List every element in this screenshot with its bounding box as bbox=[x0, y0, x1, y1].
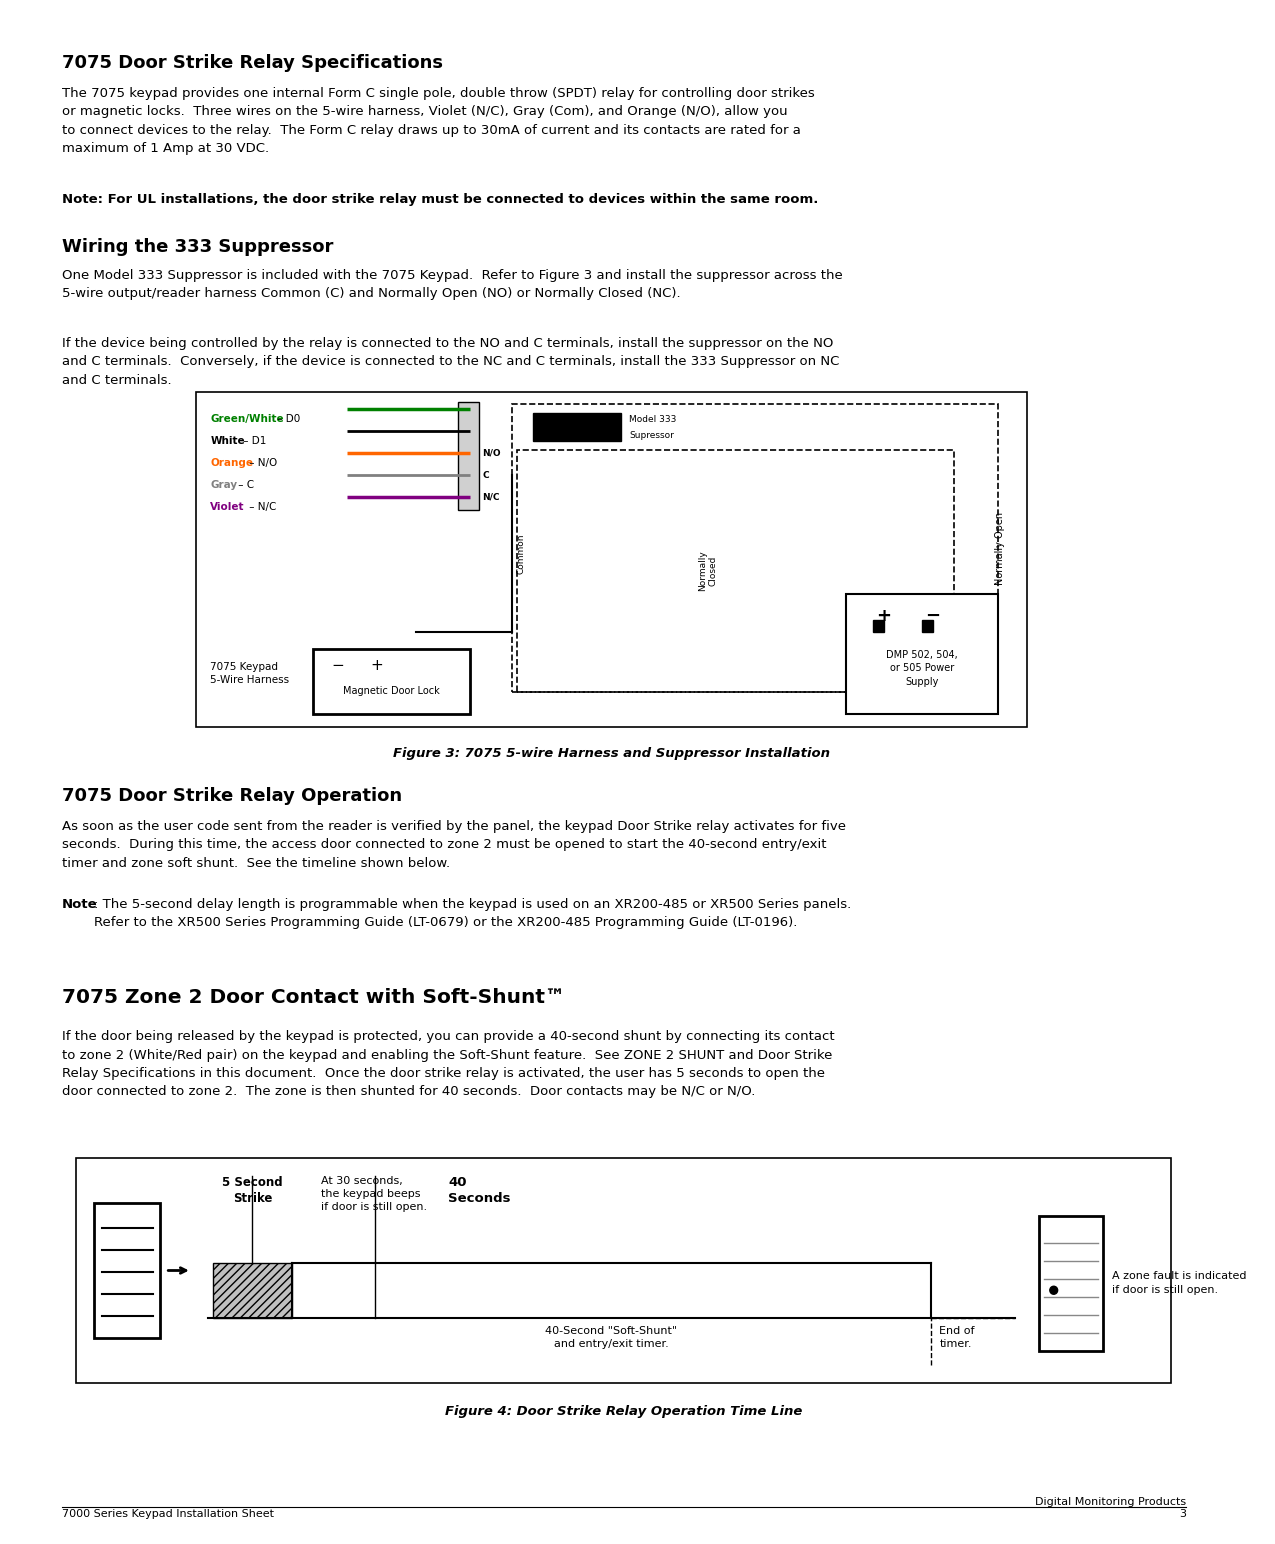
Bar bbox=[847, 594, 998, 713]
Text: Note: For UL installations, the door strike relay must be connected to devices w: Note: For UL installations, the door str… bbox=[61, 193, 819, 205]
Text: N/C: N/C bbox=[482, 493, 500, 502]
Text: Gray: Gray bbox=[210, 480, 237, 489]
Text: −: − bbox=[332, 658, 344, 673]
Text: Violet: Violet bbox=[210, 502, 245, 513]
Bar bbox=[213, 1263, 292, 1319]
Text: Digital Monitoring Products
3: Digital Monitoring Products 3 bbox=[1035, 1496, 1186, 1519]
Text: DMP 502, 504,
or 505 Power
Supply: DMP 502, 504, or 505 Power Supply bbox=[886, 650, 958, 687]
Text: 40
Seconds: 40 Seconds bbox=[448, 1177, 510, 1204]
Text: If the device being controlled by the relay is connected to the NO and C termina: If the device being controlled by the re… bbox=[61, 337, 839, 388]
Text: Common: Common bbox=[516, 533, 525, 574]
Bar bbox=[195, 392, 1028, 727]
Text: Green/White: Green/White bbox=[210, 414, 284, 425]
Text: As soon as the user code sent from the reader is verified by the panel, the keyp: As soon as the user code sent from the r… bbox=[61, 820, 845, 869]
Text: Magnetic Door Lock: Magnetic Door Lock bbox=[343, 686, 440, 696]
Text: 7000 Series Keypad Installation Sheet: 7000 Series Keypad Installation Sheet bbox=[61, 1508, 274, 1519]
Bar bbox=[922, 621, 933, 633]
Text: Figure 4: Door Strike Relay Operation Time Line: Figure 4: Door Strike Relay Operation Ti… bbox=[445, 1405, 802, 1417]
Text: One Model 333 Suppressor is included with the 7075 Keypad.  Refer to Figure 3 an: One Model 333 Suppressor is included wit… bbox=[61, 269, 843, 301]
Bar bbox=[458, 401, 479, 510]
Text: – N/C: – N/C bbox=[246, 502, 277, 513]
Text: A zone fault is indicated
if door is still open.: A zone fault is indicated if door is sti… bbox=[1112, 1271, 1247, 1294]
Text: C: C bbox=[482, 471, 490, 480]
Text: +: + bbox=[370, 658, 382, 673]
Text: White: White bbox=[210, 435, 245, 446]
Bar bbox=[533, 412, 621, 442]
Bar bbox=[1039, 1217, 1103, 1351]
Text: – D0: – D0 bbox=[274, 414, 300, 425]
Text: Supressor: Supressor bbox=[629, 431, 674, 440]
Bar bbox=[94, 1203, 161, 1339]
Text: Normally
Closed: Normally Closed bbox=[697, 551, 718, 591]
Text: Note: Note bbox=[61, 899, 97, 911]
Text: 7075 Zone 2 Door Contact with Soft-Shunt™: 7075 Zone 2 Door Contact with Soft-Shunt… bbox=[61, 988, 565, 1007]
Bar bbox=[511, 405, 998, 692]
Text: Orange: Orange bbox=[210, 459, 254, 468]
Text: – N/O: – N/O bbox=[246, 459, 277, 468]
Text: If the door being released by the keypad is protected, you can provide a 40-seco: If the door being released by the keypad… bbox=[61, 1030, 834, 1098]
Text: – C: – C bbox=[235, 480, 254, 489]
Text: 7075 Door Strike Relay Specifications: 7075 Door Strike Relay Specifications bbox=[61, 54, 442, 73]
Text: +: + bbox=[876, 607, 891, 625]
Text: – D1: – D1 bbox=[240, 435, 266, 446]
Text: : The 5-second delay length is programmable when the keypad is used on an XR200-: : The 5-second delay length is programma… bbox=[94, 899, 852, 929]
Bar bbox=[314, 648, 469, 713]
Text: 40-Second "Soft-Shunt"
and entry/exit timer.: 40-Second "Soft-Shunt" and entry/exit ti… bbox=[546, 1326, 677, 1349]
Circle shape bbox=[1049, 1286, 1058, 1294]
Text: N/O: N/O bbox=[482, 448, 501, 457]
Text: Model 333: Model 333 bbox=[629, 415, 677, 425]
Bar bbox=[516, 449, 954, 692]
Text: Wiring the 333 Suppressor: Wiring the 333 Suppressor bbox=[61, 238, 333, 256]
Text: Figure 3: 7075 5-wire Harness and Suppressor Installation: Figure 3: 7075 5-wire Harness and Suppre… bbox=[393, 747, 830, 760]
Text: The 7075 keypad provides one internal Form C single pole, double throw (SPDT) re: The 7075 keypad provides one internal Fo… bbox=[61, 86, 815, 156]
Text: 7075 Door Strike Relay Operation: 7075 Door Strike Relay Operation bbox=[61, 787, 402, 804]
Text: −: − bbox=[924, 607, 940, 625]
Text: 5 Second
Strike: 5 Second Strike bbox=[222, 1177, 283, 1204]
Text: Normally Open: Normally Open bbox=[994, 511, 1005, 585]
Text: 7075 Keypad
5-Wire Harness: 7075 Keypad 5-Wire Harness bbox=[210, 662, 289, 686]
Bar bbox=[76, 1158, 1172, 1383]
Bar bbox=[872, 621, 885, 633]
Text: At 30 seconds,
the keypad beeps
if door is still open.: At 30 seconds, the keypad beeps if door … bbox=[321, 1177, 427, 1212]
Text: End of
timer.: End of timer. bbox=[940, 1326, 975, 1349]
